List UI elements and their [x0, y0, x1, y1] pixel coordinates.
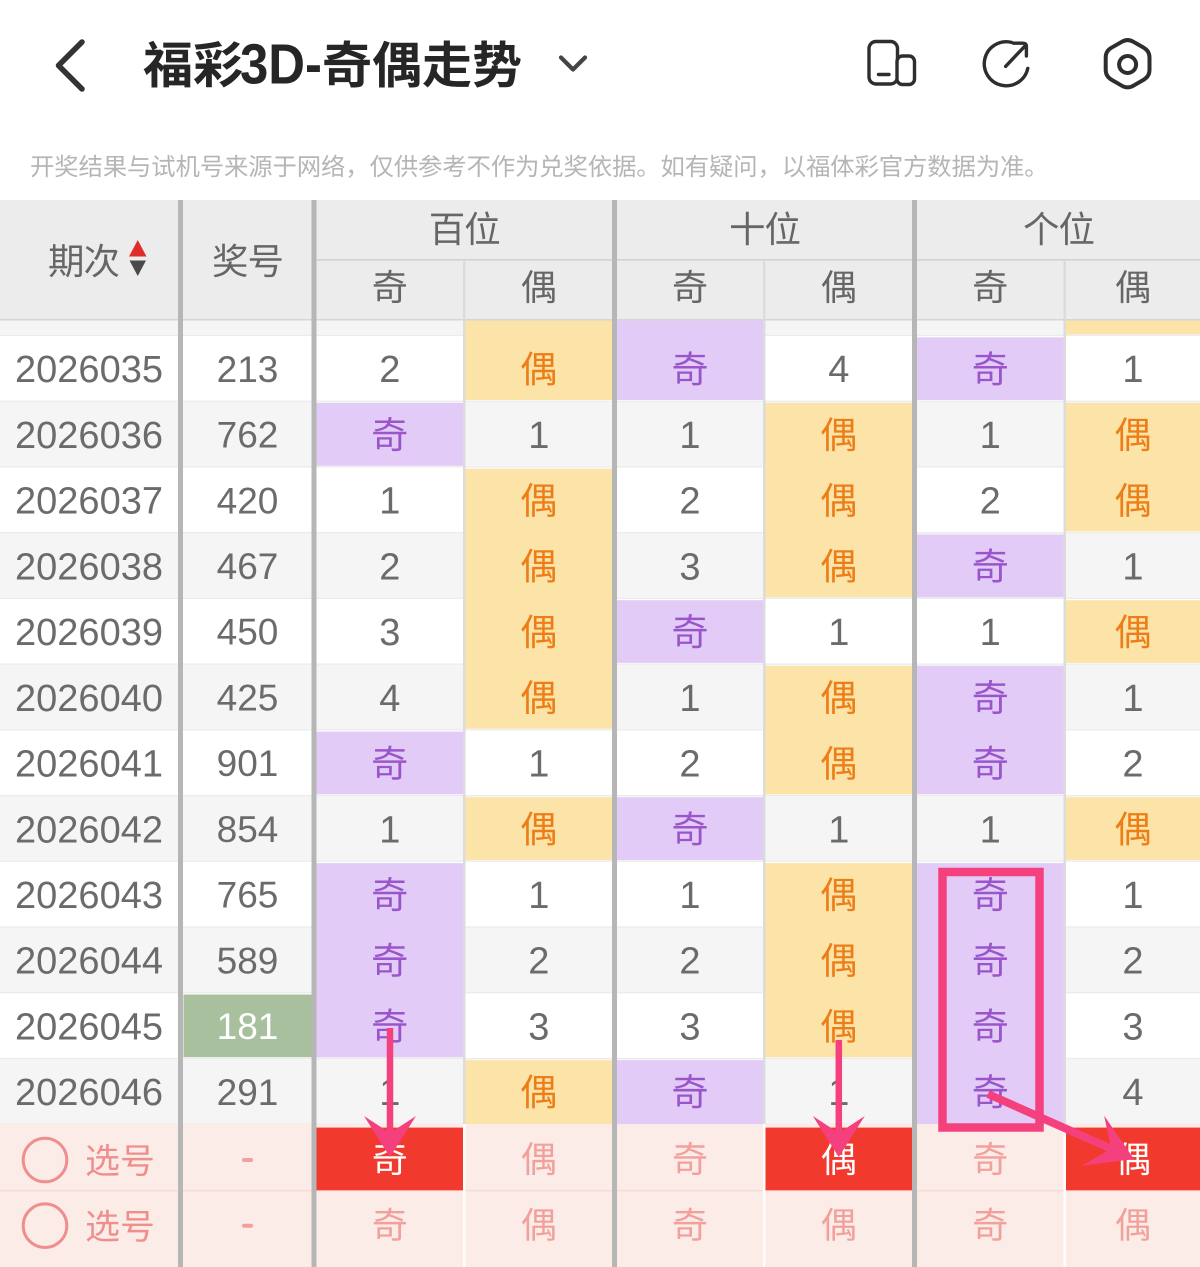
svg-text:1: 1: [528, 744, 549, 786]
svg-text:2026045: 2026045: [15, 1006, 163, 1048]
svg-text:1: 1: [1122, 546, 1143, 588]
svg-text:2: 2: [379, 546, 400, 588]
svg-text:1: 1: [980, 415, 1001, 457]
svg-text:4: 4: [379, 678, 400, 720]
svg-text:2026037: 2026037: [15, 481, 163, 523]
svg-text:1: 1: [828, 809, 849, 851]
svg-text:2026043: 2026043: [15, 875, 163, 917]
svg-text:1: 1: [1122, 678, 1143, 720]
svg-text:1: 1: [679, 678, 700, 720]
svg-text:2026040: 2026040: [15, 678, 163, 720]
svg-text:2: 2: [679, 744, 700, 786]
svg-text:3: 3: [1122, 1006, 1143, 1048]
svg-text:1: 1: [1122, 875, 1143, 917]
svg-text:2: 2: [379, 349, 400, 391]
svg-text:181: 181: [217, 1006, 279, 1047]
svg-text:2026044: 2026044: [15, 941, 163, 983]
svg-text:2: 2: [980, 481, 1001, 523]
svg-text:762: 762: [217, 415, 279, 456]
svg-text:467: 467: [217, 546, 279, 587]
svg-text:3: 3: [528, 1006, 549, 1048]
svg-text:2026046: 2026046: [15, 1072, 163, 1114]
svg-text:1: 1: [980, 809, 1001, 851]
svg-text:2: 2: [679, 941, 700, 983]
svg-text:3D-: 3D-: [240, 33, 322, 97]
svg-text:2: 2: [679, 481, 700, 523]
svg-text:1: 1: [980, 612, 1001, 654]
svg-text:1: 1: [379, 481, 400, 523]
svg-text:2026041: 2026041: [15, 744, 163, 786]
svg-text:2: 2: [528, 941, 549, 983]
svg-text:425: 425: [217, 677, 279, 718]
svg-text:420: 420: [217, 480, 279, 521]
svg-text:901: 901: [217, 743, 279, 784]
svg-text:2: 2: [1122, 941, 1143, 983]
svg-text:450: 450: [217, 612, 279, 653]
svg-text:589: 589: [217, 940, 279, 981]
svg-text:1: 1: [828, 612, 849, 654]
svg-text:1: 1: [528, 875, 549, 917]
svg-text:1: 1: [1122, 349, 1143, 391]
svg-text:2026038: 2026038: [15, 546, 163, 588]
svg-text:1: 1: [679, 415, 700, 457]
svg-text:1: 1: [679, 875, 700, 917]
svg-text:3: 3: [679, 546, 700, 588]
svg-text:2026035: 2026035: [15, 349, 163, 391]
svg-text:1: 1: [379, 809, 400, 851]
svg-text:2026039: 2026039: [15, 612, 163, 654]
svg-text:213: 213: [217, 349, 279, 390]
svg-text:2: 2: [1122, 744, 1143, 786]
svg-text:3: 3: [679, 1006, 700, 1048]
svg-text:3: 3: [379, 612, 400, 654]
svg-text:2026042: 2026042: [15, 809, 163, 851]
svg-text:291: 291: [217, 1072, 279, 1113]
svg-text:765: 765: [217, 875, 279, 916]
svg-text:4: 4: [1122, 1072, 1143, 1114]
svg-text:2026036: 2026036: [15, 415, 163, 457]
svg-text:1: 1: [528, 415, 549, 457]
svg-text:4: 4: [828, 349, 849, 391]
svg-text:854: 854: [217, 809, 279, 850]
